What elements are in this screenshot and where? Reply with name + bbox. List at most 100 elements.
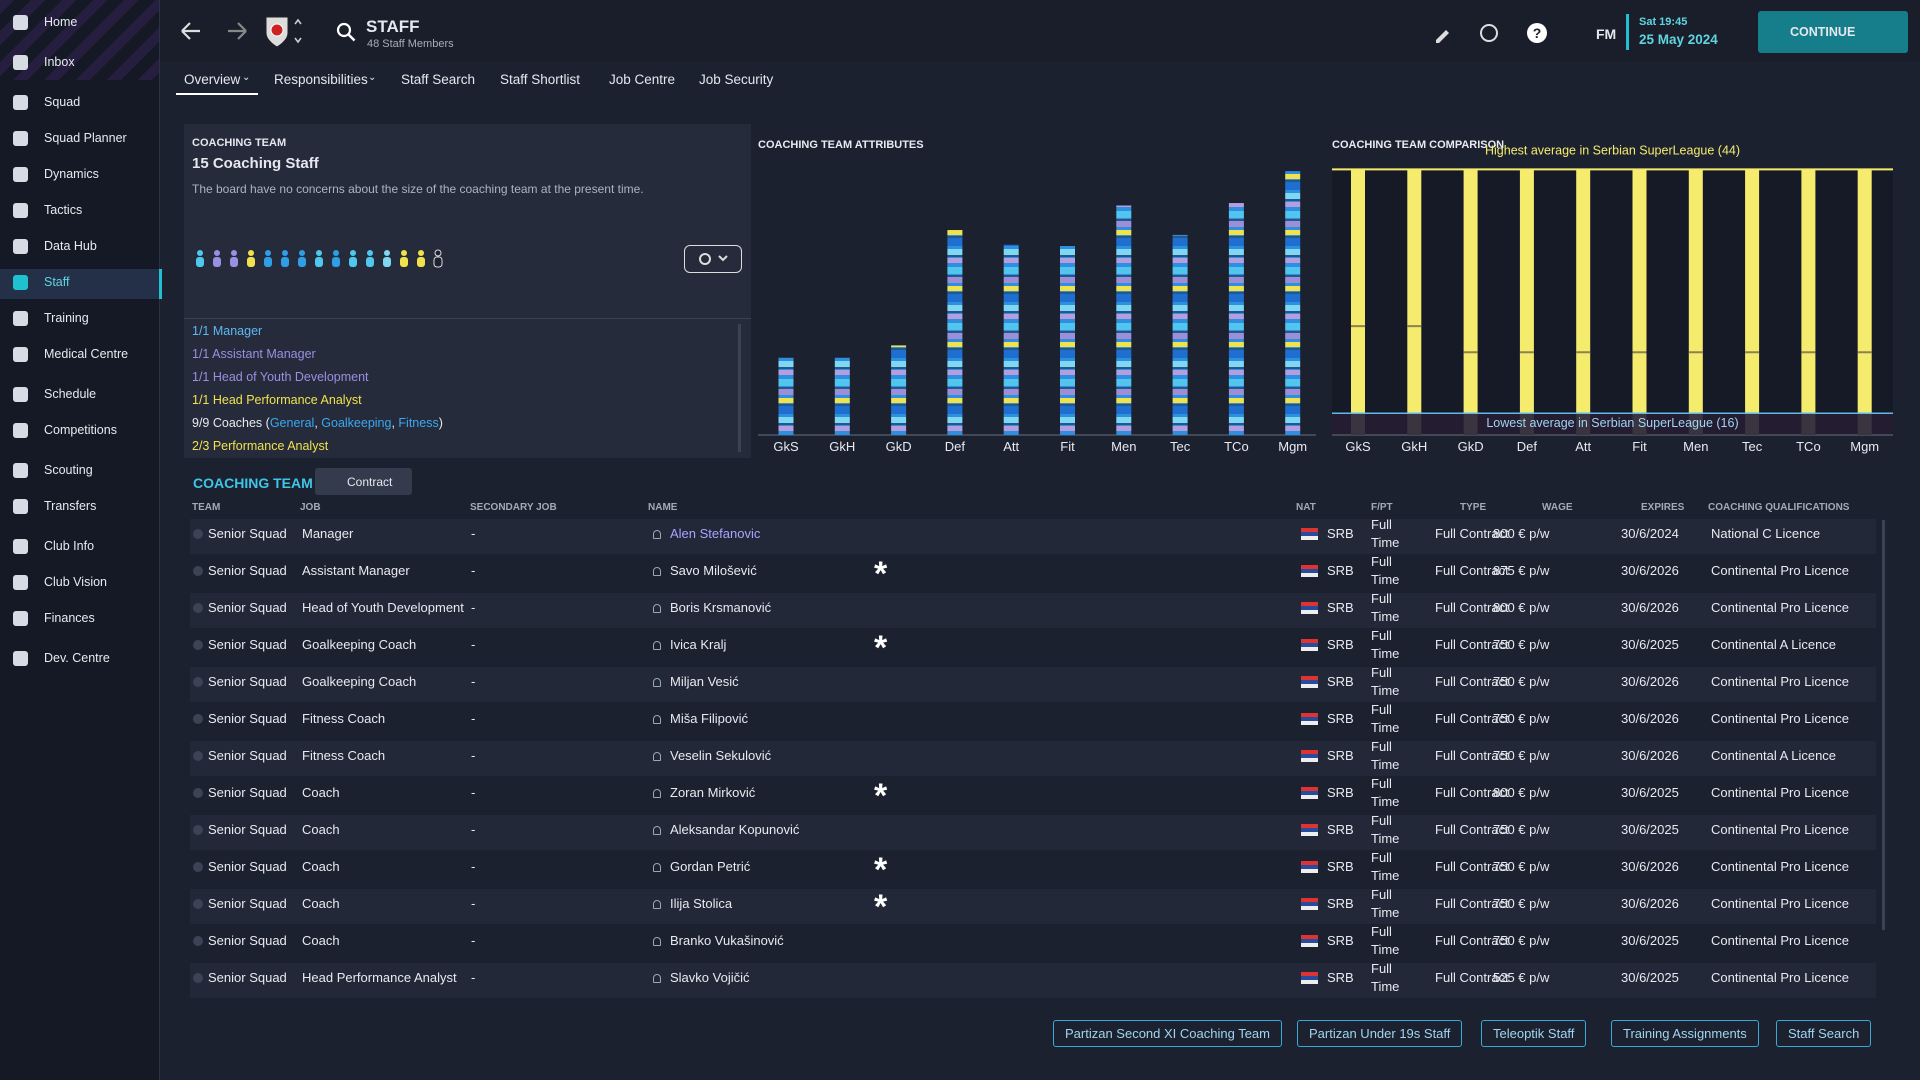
cell[interactable]: Miša Filipović xyxy=(670,711,749,726)
nav-item[interactable]: Competitions xyxy=(44,423,117,437)
nav-button[interactable]: Partizan Second XI Coaching Team xyxy=(1053,1020,1282,1047)
tab[interactable]: Job Centre xyxy=(609,72,676,87)
cell[interactable]: Branko Vukašinović xyxy=(670,933,784,948)
cell[interactable]: Ilija Stolica xyxy=(670,896,733,911)
row-bg[interactable] xyxy=(190,704,1876,739)
nav-icon[interactable] xyxy=(13,387,28,402)
nav-arrows[interactable] xyxy=(178,18,258,44)
column-header[interactable]: EXPIRES xyxy=(1641,502,1685,513)
nav-button[interactable]: Staff Search xyxy=(1776,1020,1872,1047)
row-bg[interactable] xyxy=(190,630,1876,665)
tab[interactable]: Responsibilities xyxy=(274,72,368,87)
row-bg[interactable] xyxy=(190,556,1876,591)
cell[interactable]: Veselin Sekulović xyxy=(670,748,772,763)
nav-icon[interactable] xyxy=(13,539,28,554)
role-item[interactable]: 1/1 Assistant Manager xyxy=(192,347,316,361)
tab[interactable]: Job Security xyxy=(699,72,774,87)
row-check[interactable] xyxy=(193,603,203,613)
nav-item[interactable]: Finances xyxy=(44,611,95,625)
nav-item[interactable]: Club Info xyxy=(44,539,95,553)
row-check[interactable] xyxy=(193,751,203,761)
nav-button[interactable]: Teleoptik Staff xyxy=(1481,1020,1587,1047)
row-bg[interactable] xyxy=(190,963,1876,998)
row-bg[interactable] xyxy=(190,593,1876,628)
column-header[interactable]: TEAM xyxy=(192,502,221,513)
icon-dropdown[interactable] xyxy=(684,245,742,273)
row-check[interactable] xyxy=(193,973,203,983)
row-bg[interactable] xyxy=(190,778,1876,813)
row-check[interactable] xyxy=(193,640,203,650)
cell[interactable]: Miljan Vesić xyxy=(670,674,739,689)
continue-label[interactable]: CONTINUE xyxy=(1790,25,1856,39)
tab[interactable]: Staff Shortlist xyxy=(500,72,581,87)
nav-item[interactable]: Data Hub xyxy=(44,239,97,253)
role-item[interactable]: 1/1 Head Performance Analyst xyxy=(192,393,362,407)
role-item[interactable]: 2/3 Performance Analyst xyxy=(192,439,329,453)
column-header[interactable]: NAME xyxy=(648,502,678,513)
cell[interactable]: Savo Milošević xyxy=(670,563,757,578)
nav-icon[interactable] xyxy=(13,203,28,218)
fm-label[interactable]: FM xyxy=(1596,26,1617,42)
tab[interactable]: Overview xyxy=(184,72,241,87)
nav-icon[interactable] xyxy=(13,463,28,478)
nav-icon[interactable] xyxy=(13,311,28,326)
column-header[interactable]: F/PT xyxy=(1371,502,1393,513)
column-header[interactable]: COACHING QUALIFICATIONS xyxy=(1708,502,1850,513)
row-check[interactable] xyxy=(193,788,203,798)
nav-item[interactable]: Staff xyxy=(44,275,70,289)
row-check[interactable] xyxy=(193,566,203,576)
row-check[interactable] xyxy=(193,677,203,687)
contract-filter[interactable]: Contract xyxy=(315,468,412,495)
nav-icon[interactable] xyxy=(13,55,28,70)
nav-button[interactable]: Training Assignments xyxy=(1611,1020,1759,1047)
cell[interactable]: Aleksandar Kopunović xyxy=(670,822,800,837)
cell[interactable]: Ivica Kralj xyxy=(670,637,727,652)
nav-item[interactable]: Squad xyxy=(44,95,81,109)
row-bg[interactable] xyxy=(190,889,1876,924)
nav-item[interactable]: Medical Centre xyxy=(44,347,129,361)
nav-item[interactable]: Dev. Centre xyxy=(44,651,110,665)
nav-item[interactable]: Transfers xyxy=(44,499,97,513)
row-check[interactable] xyxy=(193,714,203,724)
nav-item[interactable]: Club Vision xyxy=(44,575,108,589)
nav-icon[interactable] xyxy=(13,239,28,254)
row-bg[interactable] xyxy=(190,519,1876,554)
column-header[interactable]: WAGE xyxy=(1542,502,1573,513)
nav-item[interactable]: Schedule xyxy=(44,387,97,401)
row-bg[interactable] xyxy=(190,815,1876,850)
search-icon[interactable] xyxy=(336,22,358,44)
nav-item[interactable]: Dynamics xyxy=(44,167,99,181)
cell[interactable]: Zoran Mirković xyxy=(670,785,756,800)
nav-icon[interactable] xyxy=(13,275,28,290)
row-check[interactable] xyxy=(193,936,203,946)
column-header[interactable]: NAT xyxy=(1296,502,1316,513)
contract-filter-label[interactable]: Contract xyxy=(347,475,393,489)
row-bg[interactable] xyxy=(190,667,1876,702)
nav-icon[interactable] xyxy=(13,15,28,30)
coach-link[interactable]: Fitness xyxy=(398,416,439,430)
role-item[interactable]: 1/1 Head of Youth Development xyxy=(192,370,369,384)
row-check[interactable] xyxy=(193,862,203,872)
nav-item[interactable]: Tactics xyxy=(44,203,83,217)
header-icons[interactable]: ? xyxy=(1432,22,1552,46)
nav-icon[interactable] xyxy=(13,167,28,182)
nav-icon[interactable] xyxy=(13,575,28,590)
row-bg[interactable] xyxy=(190,741,1876,776)
row-bg[interactable] xyxy=(190,926,1876,961)
club-badge[interactable] xyxy=(262,14,302,50)
column-header[interactable]: SECONDARY JOB xyxy=(470,502,557,513)
nav-icon[interactable] xyxy=(13,611,28,626)
nav-icon[interactable] xyxy=(13,131,28,146)
column-header[interactable]: TYPE xyxy=(1460,502,1487,513)
cell[interactable]: Alen Stefanovic xyxy=(670,526,761,541)
nav-button[interactable]: Partizan Under 19s Staff xyxy=(1297,1020,1463,1047)
cell[interactable]: Slavko Vojičić xyxy=(670,970,750,985)
row-check[interactable] xyxy=(193,529,203,539)
cell[interactable]: Gordan Petrić xyxy=(670,859,751,874)
nav-icon[interactable] xyxy=(13,95,28,110)
nav-item[interactable]: Home xyxy=(44,15,78,29)
coach-link[interactable]: Goalkeeping xyxy=(321,416,392,430)
row-check[interactable] xyxy=(193,899,203,909)
nav-item[interactable]: Training xyxy=(44,311,89,325)
nav-item[interactable]: Scouting xyxy=(44,463,93,477)
